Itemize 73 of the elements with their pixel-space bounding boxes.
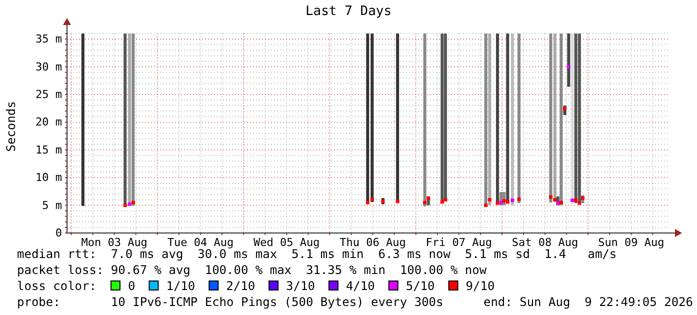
bar: [549, 34, 552, 203]
bar: [132, 34, 135, 206]
point: [502, 199, 506, 203]
y-tick-label: 30 m: [36, 60, 62, 74]
x-tick-label: Mon 03 Aug: [81, 236, 148, 249]
x-tick-label: Tue 04 Aug: [167, 236, 234, 249]
point: [578, 201, 582, 205]
y-tick-label: 10 m: [36, 171, 62, 184]
bar: [440, 34, 444, 203]
bar: [484, 34, 488, 206]
text: median rtt: 7.0 ms avg 30.0 ms max 5.1 ms min 6.3 ms now 5.1 ms sd 1.4 am/s: [17, 247, 617, 261]
point: [556, 201, 560, 205]
point: [426, 196, 430, 200]
bar: [366, 34, 370, 202]
bar: [570, 34, 574, 203]
point: [566, 65, 570, 69]
point: [499, 200, 503, 204]
point: [506, 200, 510, 204]
point: [128, 202, 132, 206]
point: [370, 197, 374, 201]
bar: [423, 34, 426, 206]
legend-label: 0: [128, 279, 136, 293]
bar: [574, 34, 578, 204]
y-axis-title: Seconds: [4, 101, 18, 152]
y-tick-label: 20 m: [36, 116, 62, 129]
bar: [510, 34, 514, 206]
legend-title: loss color:: [17, 279, 96, 293]
text: probe: 10 IPv6-ICMP Echo Pings (500 Bytes) every 300s: [17, 295, 444, 309]
legend-label: 5/10: [406, 279, 435, 293]
legend-label: 3/10: [286, 279, 315, 293]
legend-label: 1/10: [166, 279, 196, 293]
bar: [567, 34, 570, 87]
point: [488, 198, 492, 202]
text: packet loss: 90.67 % avg 100.00 % max 31.35 % min 100.00 % now: [17, 263, 488, 277]
text: end: Sun Aug 9 22:49:05 2026: [483, 295, 693, 309]
y-tick-label: 35 m: [36, 32, 62, 46]
legend-label: 9/10: [466, 279, 495, 293]
y-tick-label: 5 m: [42, 198, 62, 212]
chart-title: Last 7 Days: [305, 4, 392, 19]
point: [131, 200, 135, 204]
point: [570, 198, 574, 202]
point: [484, 204, 488, 208]
bar: [81, 34, 84, 206]
bar: [578, 34, 581, 204]
y-tick-label: 15 m: [36, 143, 62, 156]
legend-label: 4/10: [346, 279, 375, 293]
point: [553, 198, 557, 202]
point: [574, 198, 578, 202]
point: [510, 198, 514, 202]
bar: [488, 34, 492, 206]
point: [444, 198, 448, 202]
bar: [553, 34, 556, 202]
x-tick-label: Sat 08 Aug: [512, 236, 578, 249]
bar: [518, 34, 521, 204]
x-tick-label: Thu 06 Aug: [340, 236, 406, 249]
y-tick-label: 0: [55, 226, 62, 240]
point: [559, 200, 563, 204]
x-tick-label: Fri 07 Aug: [426, 236, 492, 249]
bar: [124, 34, 127, 206]
y-tick-label: 25 m: [36, 88, 62, 102]
x-tick-label: Wed 05 Aug: [253, 236, 320, 249]
point: [366, 200, 370, 204]
point: [440, 200, 444, 204]
point: [563, 107, 567, 111]
point: [423, 200, 427, 204]
point: [396, 200, 400, 204]
bar: [396, 34, 400, 202]
x-tick-label: Sun 09 Aug: [598, 236, 664, 249]
legend-label: 2/10: [226, 279, 256, 293]
point: [580, 196, 584, 200]
point: [496, 201, 500, 205]
bar: [560, 34, 563, 206]
point: [123, 204, 127, 208]
